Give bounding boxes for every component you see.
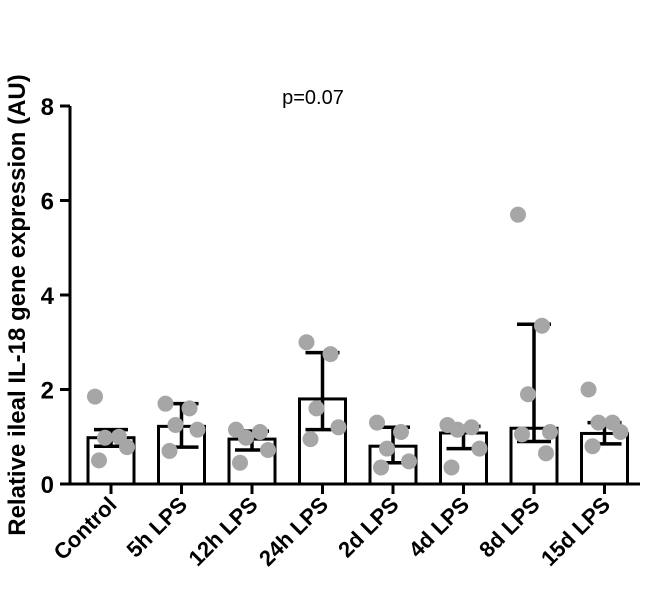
y-tick-label: 0 <box>41 472 54 499</box>
data-point <box>534 317 550 334</box>
x-tick-label: Control <box>49 492 122 565</box>
y-tick-label: 4 <box>41 283 55 310</box>
p-value-annotation: p=0.07 <box>282 87 344 109</box>
data-point <box>520 386 536 403</box>
x-tick-label: 15d LPS <box>536 492 615 571</box>
data-point <box>189 421 206 438</box>
data-point <box>373 459 389 476</box>
data-point <box>119 439 135 456</box>
data-point <box>157 395 174 412</box>
data-point <box>590 414 607 431</box>
data-point <box>542 424 558 441</box>
data-point <box>538 445 554 462</box>
data-point <box>514 426 530 443</box>
data-point <box>298 334 315 351</box>
data-point <box>252 424 268 441</box>
data-point <box>612 424 629 441</box>
data-point <box>471 440 488 457</box>
y-axis-label: Relative ileal IL-18 gene expression (AU… <box>4 74 31 536</box>
x-tick-label: 4d LPS <box>404 492 474 562</box>
data-point <box>167 416 184 433</box>
data-point <box>181 400 198 417</box>
x-tick-label: 12h LPS <box>183 492 262 571</box>
x-tick-label: 5h LPS <box>122 492 192 562</box>
data-points <box>87 206 629 476</box>
data-point <box>449 421 466 438</box>
data-point <box>580 381 597 398</box>
data-point <box>393 424 409 441</box>
data-point <box>584 438 601 455</box>
data-point <box>97 429 113 446</box>
y-tick-label: 8 <box>41 94 54 121</box>
data-point <box>238 429 254 446</box>
y-tick-label: 2 <box>41 378 54 405</box>
data-point <box>161 442 178 459</box>
data-point <box>443 459 460 476</box>
data-point <box>510 206 526 223</box>
data-point <box>91 452 107 469</box>
y-ticks: 0 2 4 6 8 <box>41 94 70 499</box>
data-point <box>401 453 417 470</box>
data-point <box>379 440 395 457</box>
data-point <box>87 388 103 405</box>
data-point <box>260 441 276 458</box>
x-tick-label: 2d LPS <box>333 492 403 562</box>
y-tick-label: 6 <box>41 189 54 216</box>
data-point <box>302 431 319 448</box>
data-point <box>308 400 325 417</box>
data-point <box>369 414 385 431</box>
x-tick-label: 24h LPS <box>254 492 333 571</box>
data-point <box>232 454 248 471</box>
data-point <box>322 346 339 363</box>
data-point <box>330 419 347 436</box>
data-point <box>463 419 480 436</box>
x-tick-label: 8d LPS <box>474 492 544 562</box>
